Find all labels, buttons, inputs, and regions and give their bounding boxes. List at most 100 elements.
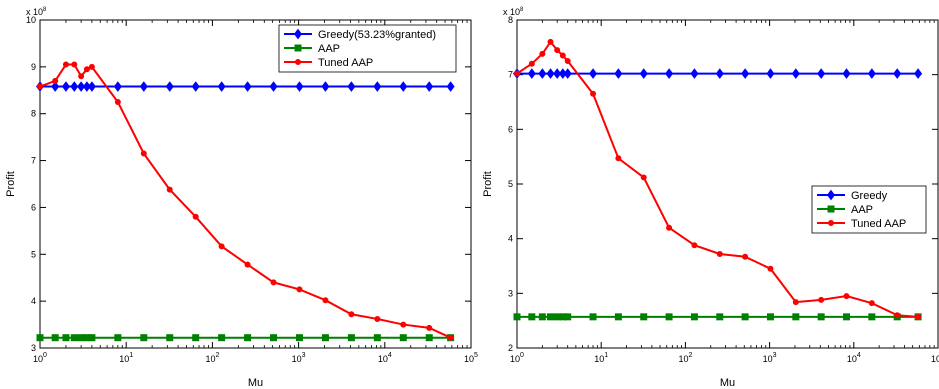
- y-tick-label: 7: [508, 70, 513, 80]
- data-point: [218, 334, 226, 342]
- x-tick-label: 104: [378, 352, 392, 364]
- data-point: [691, 242, 698, 249]
- x-tick-label: 104: [847, 352, 861, 364]
- data-point: [192, 334, 200, 342]
- data-point: [51, 334, 59, 342]
- x-tick-exponent: 4: [388, 352, 392, 359]
- data-point: [554, 47, 561, 54]
- data-point: [347, 81, 356, 92]
- data-point: [295, 334, 303, 342]
- x-tick-label: 105: [931, 352, 939, 364]
- data-point: [640, 313, 648, 321]
- y-exponent-base: x 10: [26, 7, 43, 17]
- data-point: [166, 186, 173, 193]
- data-point: [270, 279, 277, 286]
- data-point: [70, 334, 78, 342]
- x-tick-base: 10: [763, 354, 773, 364]
- y-tick-label: 3: [31, 343, 36, 353]
- data-point: [546, 68, 555, 79]
- data-point: [37, 83, 43, 90]
- data-point: [140, 334, 148, 342]
- legend-label: AAP: [318, 43, 340, 55]
- data-point: [538, 68, 547, 79]
- x-tick-label: 102: [205, 352, 219, 364]
- legend-label: AAP: [851, 204, 873, 216]
- data-point: [614, 68, 623, 79]
- y-exponent-base: x 10: [503, 7, 520, 17]
- data-point: [62, 334, 70, 342]
- data-point: [321, 334, 329, 342]
- data-point: [71, 61, 78, 68]
- x-tick-exponent: 1: [604, 352, 608, 359]
- y-axis-label: Profit: [482, 171, 494, 197]
- data-point: [87, 81, 96, 92]
- data-point: [615, 155, 622, 162]
- data-point: [166, 334, 174, 342]
- legend-label: Greedy(53.23%granted): [318, 29, 436, 41]
- x-tick-base: 10: [378, 354, 388, 364]
- data-point: [817, 313, 825, 321]
- data-point: [244, 334, 252, 342]
- x-tick-exponent: 0: [520, 352, 524, 359]
- x-tick-label: 101: [119, 352, 133, 364]
- data-point: [191, 81, 200, 92]
- y-tick-label: 4: [508, 234, 513, 244]
- data-point: [741, 68, 750, 79]
- x-tick-exponent: 5: [474, 352, 478, 359]
- data-point: [36, 334, 44, 342]
- data-point: [70, 81, 79, 92]
- y-exponent-power: 8: [520, 7, 524, 13]
- data-point: [547, 313, 555, 321]
- y-tick-label: 9: [31, 62, 36, 72]
- data-point: [88, 334, 96, 342]
- data-point: [915, 313, 922, 320]
- data-point: [590, 90, 597, 97]
- data-point: [528, 313, 536, 321]
- data-point: [894, 312, 901, 319]
- legend-marker: [295, 59, 301, 65]
- data-point: [218, 243, 225, 250]
- series-aap: [36, 334, 455, 342]
- data-point: [914, 68, 923, 79]
- y-tick-label: 6: [508, 124, 513, 134]
- data-point: [665, 313, 673, 321]
- legend-label: Greedy: [851, 190, 888, 202]
- x-tick-label: 105: [464, 352, 478, 364]
- data-point: [425, 334, 433, 342]
- data-point: [114, 99, 121, 105]
- data-point: [77, 334, 85, 342]
- legend-label: Tuned AAP: [851, 218, 906, 230]
- data-point: [818, 296, 825, 303]
- x-tick-exponent: 4: [857, 352, 861, 359]
- x-tick-exponent: 0: [43, 352, 47, 359]
- y-tick-label: 8: [508, 15, 513, 25]
- data-point: [766, 68, 775, 79]
- data-point: [867, 68, 876, 79]
- data-point: [792, 299, 799, 306]
- legend: Greedy(53.23%granted) AAP Tuned AAP: [278, 24, 457, 73]
- data-point: [373, 334, 381, 342]
- data-point: [666, 224, 673, 231]
- series-greedy: [513, 68, 923, 79]
- data-point: [527, 68, 536, 79]
- x-tick-exponent: 1: [129, 352, 133, 359]
- x-tick-exponent: 2: [688, 352, 692, 359]
- data-point: [139, 81, 148, 92]
- series-tuned-aap: [37, 61, 454, 341]
- data-point: [426, 324, 433, 331]
- data-point: [52, 77, 59, 84]
- data-point: [715, 68, 724, 79]
- x-tick-exponent: 2: [215, 352, 219, 359]
- x-axis-label: Mu: [720, 377, 735, 389]
- data-point: [690, 313, 698, 321]
- x-tick-label: 103: [292, 352, 306, 364]
- data-point: [766, 313, 774, 321]
- data-point: [690, 68, 699, 79]
- data-point: [270, 334, 278, 342]
- right-chart-panel: 1001011021031041052345678x 108MuProfitGr…: [482, 7, 939, 389]
- data-point: [51, 81, 60, 92]
- data-point: [559, 52, 566, 59]
- data-point: [817, 68, 826, 79]
- x-tick-exponent: 3: [773, 352, 777, 359]
